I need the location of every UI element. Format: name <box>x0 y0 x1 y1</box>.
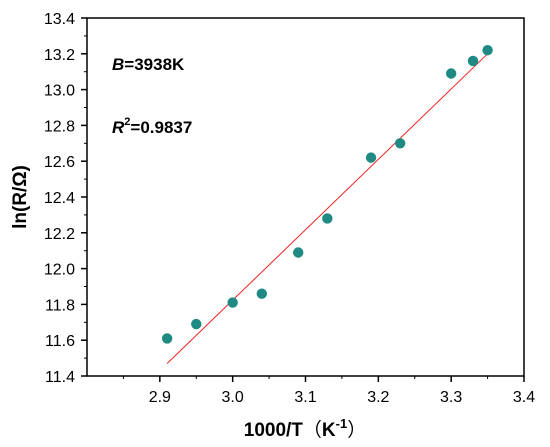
x-axis-unit-exponent: -1 <box>336 416 348 431</box>
b-annotation: B=3938K <box>112 55 185 74</box>
r2-annotation: R2=0.9837 <box>112 116 192 137</box>
b-value: =3938K <box>124 55 185 74</box>
y-axis-title: ln(R/Ω) <box>10 165 31 229</box>
y-tick-label: 13.0 <box>44 83 75 100</box>
x-tick-label: 3.4 <box>513 389 535 406</box>
x-tick-label: 3.1 <box>294 389 316 406</box>
data-points <box>161 45 493 344</box>
x-axis-unit-close: ） <box>347 419 366 441</box>
data-point <box>227 297 238 308</box>
x-tick-label: 2.9 <box>149 389 171 406</box>
y-tick-label: 11.4 <box>45 369 75 386</box>
data-point <box>445 68 457 79</box>
x-tick-label: 3.0 <box>222 389 244 406</box>
data-point <box>293 247 304 258</box>
data-point <box>256 288 267 299</box>
data-point <box>394 138 406 149</box>
y-axis: 11.4 11.6 11.8 12.0 12.2 12.4 12.6 12.8 13.0 13.2… <box>44 11 87 386</box>
y-tick-label: 11.8 <box>45 297 75 314</box>
r-symbol: R <box>112 118 125 137</box>
b-symbol: B <box>112 55 124 74</box>
y-tick-label: 13.4 <box>44 11 75 28</box>
y-tick-label: 12.4 <box>44 190 75 207</box>
fit-line <box>166 53 488 364</box>
x-axis-title: 1000/T（K-1） <box>244 416 366 441</box>
data-point <box>365 152 377 163</box>
x-axis: 2.9 3.0 3.1 3.2 3.3 3.4 <box>122 376 535 406</box>
data-point <box>161 333 173 344</box>
fit-line-layer <box>166 53 488 364</box>
y-tick-label: 12.2 <box>44 226 75 243</box>
data-point <box>482 45 493 56</box>
y-tick-label: 12.8 <box>44 118 75 135</box>
x-axis-unit-open: （ <box>303 419 322 441</box>
data-point <box>191 318 202 330</box>
x-axis-unit: K <box>322 420 336 441</box>
x-axis-label: 1000/T <box>244 420 304 441</box>
y-tick-label: 12.0 <box>44 262 75 279</box>
data-point <box>467 55 479 67</box>
x-tick-label: 3.3 <box>440 389 462 406</box>
r-value: =0.9837 <box>130 118 192 137</box>
r-exponent: 2 <box>124 116 130 128</box>
y-tick-label: 13.2 <box>44 47 75 64</box>
y-tick-label: 12.6 <box>44 154 75 171</box>
x-tick-label: 3.2 <box>367 389 389 406</box>
y-tick-label: 11.6 <box>45 333 75 350</box>
data-point <box>322 213 333 224</box>
